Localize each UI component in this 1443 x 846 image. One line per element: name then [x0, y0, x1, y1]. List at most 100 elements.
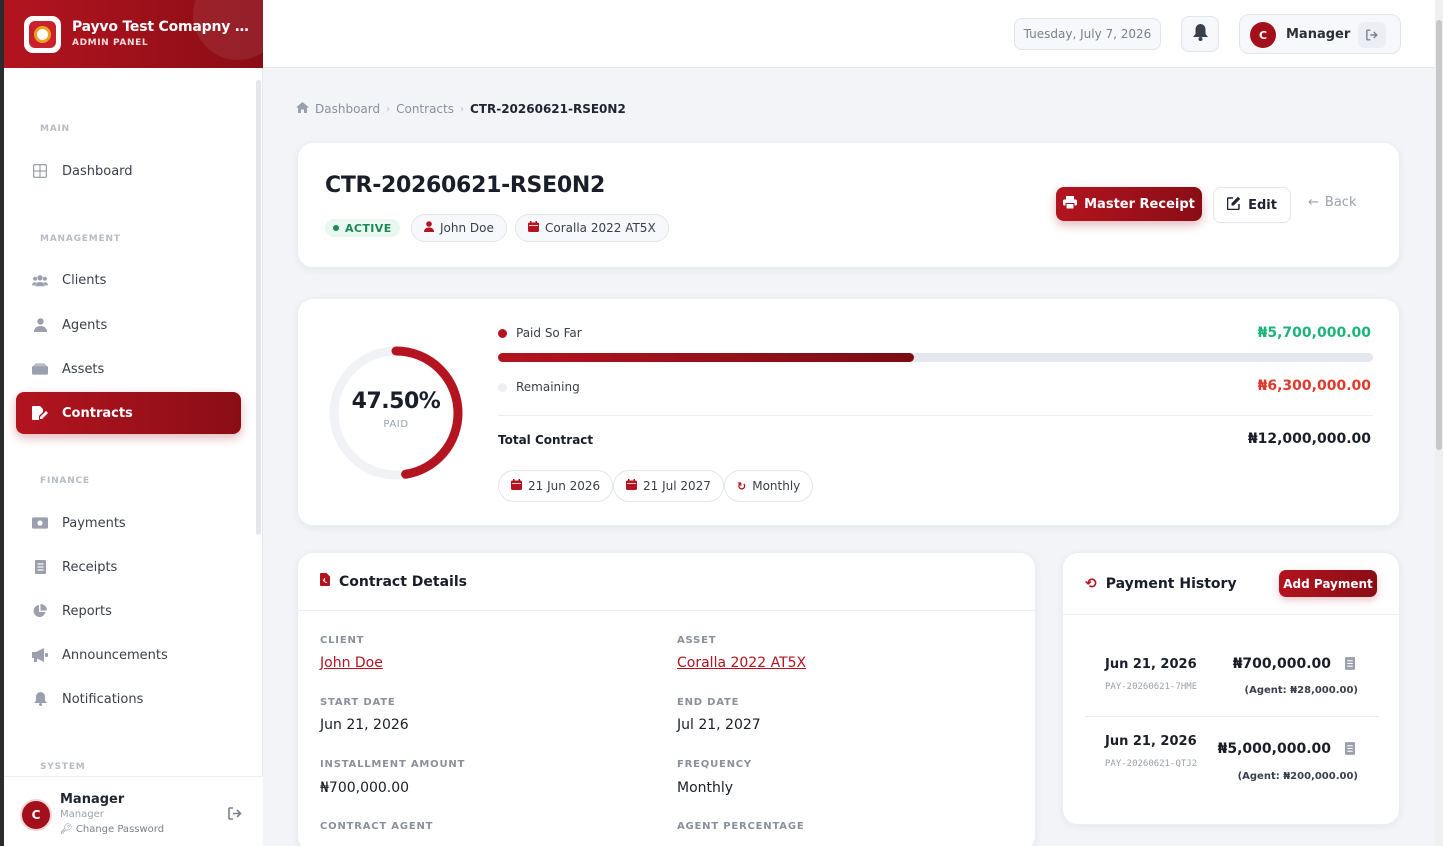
- megaphone-icon: [32, 648, 48, 662]
- back-button[interactable]: ← Back: [1308, 195, 1357, 210]
- asset-label: ASSET: [677, 635, 717, 646]
- sidebar-item-announcements[interactable]: Announcements: [16, 634, 241, 676]
- avatar: C: [20, 799, 52, 831]
- divider: [498, 415, 1373, 416]
- notifications-button[interactable]: [1181, 16, 1219, 52]
- sidebar-item-assets[interactable]: Assets: [16, 348, 241, 390]
- sidebar-item-dashboard[interactable]: Dashboard: [16, 150, 241, 192]
- sidebar-item-clients[interactable]: Clients: [16, 259, 241, 301]
- percent-paid: 47.50%: [351, 389, 441, 414]
- user-name: Manager: [60, 792, 125, 807]
- user-menu[interactable]: C Manager: [1239, 14, 1401, 54]
- change-password-link[interactable]: 🔑︎ Change Password: [60, 824, 165, 835]
- breadcrumb-current: CTR-20260621-RSE0N2: [469, 102, 626, 116]
- pie-chart-icon: [32, 604, 48, 618]
- installment-label: INSTALLMENT AMOUNT: [320, 759, 466, 770]
- home-icon: [296, 102, 309, 116]
- paid-legend: Paid So Far: [498, 326, 582, 340]
- payment-progress-card: 47.50% PAID Paid So Far ₦5,700,000.00 Re…: [297, 298, 1400, 526]
- percent-caption: PAID: [383, 419, 409, 430]
- receipt-icon: [32, 560, 48, 574]
- add-payment-button[interactable]: Add Payment: [1279, 570, 1377, 597]
- receipt-icon[interactable]: [1345, 742, 1355, 759]
- grid-icon: [32, 164, 48, 178]
- edit-button[interactable]: Edit: [1213, 187, 1291, 223]
- asset-chip[interactable]: Coralla 2022 AT5X: [515, 214, 669, 242]
- client-link[interactable]: John Doe: [320, 655, 383, 671]
- asset-link[interactable]: Coralla 2022 AT5X: [677, 655, 807, 671]
- avatar: C: [1250, 22, 1276, 48]
- payment-ref: PAY-20260621-7HME: [1105, 682, 1198, 692]
- logout-icon[interactable]: [1358, 22, 1386, 48]
- breadcrumb: Dashboard › Contracts › CTR-20260621-RSE…: [296, 102, 626, 116]
- frequency-value: Monthly: [677, 780, 734, 796]
- payment-history-header: ⟲ Payment History: [1063, 553, 1399, 615]
- receipt-icon[interactable]: [1345, 657, 1355, 674]
- breadcrumb-dashboard[interactable]: Dashboard: [315, 102, 381, 116]
- sidebar-item-label: Payments: [62, 515, 126, 531]
- sidebar-item-notifications[interactable]: Notifications: [16, 678, 241, 720]
- file-signature-icon: [32, 406, 48, 420]
- remaining-amount: ₦6,300,000.00: [1257, 378, 1371, 394]
- start-date-value: Jun 21, 2026: [320, 717, 409, 733]
- agent-percentage-label: AGENT PERCENTAGE: [677, 821, 805, 832]
- end-date-value: Jul 21, 2027: [677, 717, 761, 733]
- sidebar-item-contracts[interactable]: Contracts: [16, 392, 241, 434]
- bell-icon: [32, 692, 48, 706]
- sidebar-item-agents[interactable]: Agents: [16, 304, 241, 346]
- breadcrumb-contracts[interactable]: Contracts: [396, 102, 454, 116]
- total-amount: ₦12,000,000.00: [1247, 431, 1371, 447]
- chevron-right-icon: ›: [459, 103, 464, 115]
- key-icon: 🔑︎: [60, 824, 73, 835]
- sidebar-item-label: Contracts: [62, 405, 133, 421]
- user-icon: [424, 221, 434, 235]
- contract-header-card: CTR-20260621-RSE0N2 ACTIVE John Doe Cora…: [297, 142, 1400, 268]
- payment-history-card: ⟲ Payment History Add Payment Jun 21, 20…: [1062, 552, 1400, 825]
- client-label: CLIENT: [320, 635, 365, 646]
- status-badge: ACTIVE: [325, 219, 400, 237]
- page-scrollbar[interactable]: [1435, 0, 1443, 846]
- calendar-icon: [528, 221, 539, 235]
- payment-date: Jun 21, 2026: [1105, 657, 1197, 672]
- user-name: Manager: [1286, 27, 1351, 42]
- sidebar-user-panel: C Manager Manager 🔑︎ Change Password: [4, 776, 263, 846]
- paid-progress-fill: [498, 353, 914, 362]
- end-date-label: END DATE: [677, 697, 740, 708]
- users-icon: [32, 273, 48, 287]
- start-date-chip: 21 Jun 2026: [498, 470, 614, 502]
- payment-ref: PAY-20260621-QTJ2: [1105, 759, 1198, 769]
- nav-section-finance: FINANCE: [40, 476, 90, 486]
- panel-subtitle: ADMIN PANEL: [72, 38, 149, 48]
- sidebar-item-reports[interactable]: Reports: [16, 590, 241, 632]
- master-receipt-button[interactable]: Master Receipt: [1056, 187, 1202, 221]
- total-label: Total Contract: [498, 433, 594, 447]
- sidebar-item-receipts[interactable]: Receipts: [16, 546, 241, 588]
- printer-icon: [1063, 195, 1078, 213]
- sidebar-scrollbar[interactable]: [256, 80, 261, 535]
- sidebar-item-label: Clients: [62, 272, 107, 288]
- payment-agent-commission: (Agent: ₦200,000.00): [1237, 771, 1358, 782]
- company-logo-icon: [24, 16, 61, 53]
- payment-amount: ₦700,000.00: [1232, 656, 1331, 672]
- payment-amount: ₦5,000,000.00: [1217, 741, 1331, 757]
- nav-section-main: MAIN: [40, 124, 71, 134]
- money-icon: [32, 516, 48, 530]
- contract-details-card: Contract Details CLIENT John Doe ASSET C…: [297, 552, 1036, 846]
- sidebar: Payvo Test Comapny Li... ADMIN PANEL MAI…: [0, 0, 263, 846]
- logout-icon[interactable]: [228, 807, 243, 824]
- brand-header[interactable]: Payvo Test Comapny Li... ADMIN PANEL: [4, 0, 263, 68]
- client-chip[interactable]: John Doe: [411, 214, 507, 242]
- edit-icon: [1226, 196, 1241, 214]
- file-pdf-icon: [320, 573, 330, 590]
- sidebar-item-payments[interactable]: Payments: [16, 502, 241, 544]
- chevron-right-icon: ›: [386, 103, 391, 115]
- sidebar-item-label: Notifications: [62, 691, 144, 707]
- nav-section-system: SYSTEM: [40, 762, 86, 772]
- user-tie-icon: [32, 318, 48, 332]
- sidebar-item-label: Dashboard: [62, 163, 133, 179]
- bell-icon: [1192, 23, 1208, 45]
- sidebar-item-label: Assets: [62, 361, 105, 377]
- topbar: Tuesday, July 7, 2026 C Manager: [263, 0, 1435, 68]
- sidebar-item-label: Reports: [62, 603, 112, 619]
- remaining-legend: Remaining: [498, 380, 580, 394]
